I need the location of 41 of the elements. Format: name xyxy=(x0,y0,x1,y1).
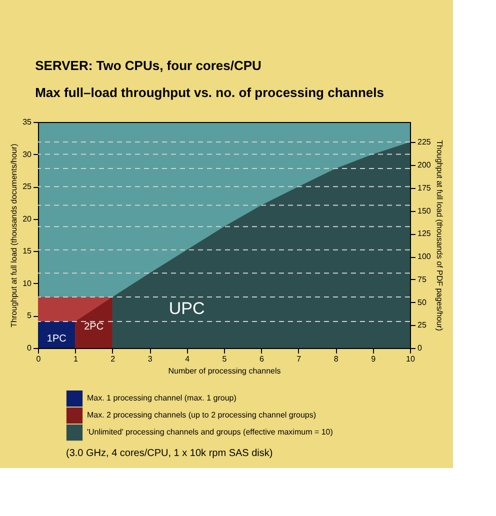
x-tick-label: 5 xyxy=(222,354,228,364)
y2-tick-label: 175 xyxy=(418,183,432,192)
y2-tick-label: 0 xyxy=(418,344,422,352)
y2-tick-label: 150 xyxy=(418,206,432,216)
legend-label: Max. 1 processing channel (max. 1 group) xyxy=(87,394,237,402)
y-tick-label: 10 xyxy=(22,278,32,288)
y2-tick-label: 200 xyxy=(418,160,432,170)
x-tick-label: 0 xyxy=(36,354,42,364)
x-axis-title: Number of processing channels xyxy=(168,366,281,376)
text: (3.0 GHz, 4 cores/CPU, 1 x 10k rpm SAS disk) xyxy=(66,448,273,459)
y-axis-title: Throughput at full load (thousands documents/hour) xyxy=(10,143,19,328)
y2-tick-label: 125 xyxy=(418,229,432,238)
x-tick-label: 1 xyxy=(73,354,78,364)
y2-tick-label: 100 xyxy=(418,252,432,261)
y2-tick-label: 25 xyxy=(418,320,427,330)
y2-tick-label: 50 xyxy=(418,298,427,307)
x-tick-label: 10 xyxy=(406,354,416,364)
y-tick-label: 30 xyxy=(22,150,32,159)
y2-axis-title: Thoughput at full load (thousands of PDF pages/hour) xyxy=(434,140,444,332)
x-tick-label: 8 xyxy=(334,354,339,364)
y-tick-label: 35 xyxy=(22,118,32,126)
annotation: 2PC xyxy=(84,321,104,332)
x-tick-label: 3 xyxy=(148,354,153,364)
y-tick-label: 5 xyxy=(27,311,32,320)
x-tick-label: 9 xyxy=(371,354,376,364)
legend-label: Max. 2 processing channels (up to 2 processing channel groups) xyxy=(87,410,316,420)
y-tick-label: 0 xyxy=(27,344,32,352)
x-tick-label: 2 xyxy=(110,354,116,364)
chart-subtitle: Max full–load throughput vs. no. of processing channels xyxy=(35,85,384,100)
y2-tick-label: 225 xyxy=(418,138,432,147)
chart-title: SERVER: Two CPUs, four cores/CPU xyxy=(35,58,262,73)
y-tick-label: 25 xyxy=(22,182,32,192)
x-tick-label: 7 xyxy=(296,354,302,364)
y2-tick-label: 75 xyxy=(418,274,427,284)
annotation: 1PC xyxy=(46,334,66,345)
x-tick-label: 4 xyxy=(185,354,190,364)
annotation: UPC xyxy=(168,298,205,318)
y-tick-label: 20 xyxy=(22,214,32,224)
y-tick-label: 15 xyxy=(22,246,32,256)
legend-label: 'Unlimited' processing channels and groups (effective maximum = 10) xyxy=(87,428,334,436)
x-tick-label: 6 xyxy=(259,354,264,364)
